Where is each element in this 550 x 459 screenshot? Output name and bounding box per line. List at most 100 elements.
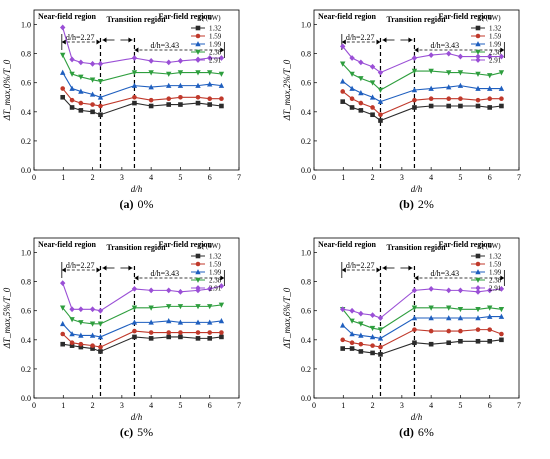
marker-triangle: [446, 84, 452, 90]
marker-circle: [370, 105, 375, 110]
marker-diamond: [457, 53, 464, 60]
marker-diamond: [475, 57, 481, 63]
marker-diamond: [148, 287, 154, 294]
legend-title: Q (kW): [199, 14, 221, 22]
marker-triangle: [487, 313, 493, 319]
marker-inverted-triangle: [446, 305, 452, 311]
marker-inverted-triangle: [60, 305, 66, 311]
marker-diamond: [369, 312, 376, 318]
marker-square: [412, 340, 417, 346]
marker-triangle: [207, 81, 213, 87]
marker-triangle: [475, 41, 481, 47]
marker-inverted-triangle: [60, 52, 66, 58]
far-field-label: Far-field region: [158, 240, 212, 249]
y-tick-label: 1.0: [301, 249, 311, 258]
arrow-head: [102, 265, 107, 271]
series-line-1.99: [342, 315, 502, 339]
marker-diamond: [340, 43, 346, 50]
marker-circle: [219, 330, 224, 335]
marker-triangle: [97, 334, 104, 340]
marker-circle: [166, 96, 172, 102]
marker-circle: [358, 341, 364, 347]
marker-inverted-triangle: [218, 71, 225, 77]
marker-square: [98, 112, 103, 118]
marker-diamond: [69, 306, 75, 313]
marker-inverted-triangle: [207, 304, 213, 310]
far-field-label: Far-field region: [438, 12, 492, 21]
marker-square: [358, 349, 364, 354]
marker-triangle: [78, 88, 84, 94]
y-tick-label: 0.6: [301, 307, 311, 316]
marker-triangle: [377, 335, 384, 341]
marker-inverted-triangle: [457, 70, 464, 76]
marker-triangle: [177, 319, 184, 325]
marker-triangle: [457, 82, 464, 88]
marker-triangle: [349, 85, 355, 91]
y-tick-label: 0.2: [301, 137, 311, 146]
marker-circle: [340, 337, 345, 343]
marker-square: [60, 94, 65, 100]
marker-diamond: [340, 306, 346, 313]
x-tick-label: 7: [517, 173, 521, 182]
marker-diamond: [97, 60, 104, 67]
marker-square: [378, 118, 383, 123]
marker-diamond: [446, 287, 452, 294]
marker-inverted-triangle: [166, 304, 172, 310]
marker-circle: [475, 261, 481, 267]
marker-diamond: [428, 52, 434, 58]
legend-entry: 1.99: [489, 41, 502, 49]
marker-square: [446, 103, 452, 109]
marker-triangle: [475, 269, 481, 275]
marker-circle: [148, 97, 154, 103]
marker-circle: [195, 330, 201, 335]
near-field-label: Near-field region: [38, 12, 97, 21]
marker-diamond: [89, 306, 96, 313]
x-tick-label: 6: [208, 173, 212, 182]
marker-square: [69, 343, 75, 348]
marker-inverted-triangle: [428, 68, 434, 74]
marker-triangle: [60, 320, 66, 327]
plot-frame: [33, 237, 240, 399]
chart-panel-2: 0 1 2 3 4 5 6 7 0.0 0.2 0.4 0.6 0.8 1.0 d/h ΔT_max,2%/T…: [282, 9, 521, 211]
marker-triangle: [428, 315, 434, 321]
marker-diamond: [207, 286, 213, 292]
y-axis-label: ΔT_max,6%/T_0: [282, 287, 292, 349]
marker-diamond: [78, 59, 84, 66]
marker-square: [166, 102, 172, 107]
marker-circle: [458, 96, 463, 102]
marker-inverted-triangle: [475, 49, 481, 55]
legend-entry: 2.38: [209, 49, 222, 57]
marker-triangle: [218, 82, 225, 88]
marker-square: [207, 336, 213, 341]
marker-square: [195, 100, 201, 106]
marker-inverted-triangle: [446, 70, 452, 76]
marker-inverted-triangle: [487, 305, 493, 311]
marker-triangle: [78, 332, 84, 338]
plot-frame: [33, 9, 240, 171]
marker-triangle: [166, 82, 172, 88]
marker-circle: [446, 328, 452, 334]
marker-diamond: [218, 55, 225, 61]
arrow-head: [341, 39, 346, 45]
marker-circle: [166, 330, 172, 335]
marker-square: [499, 337, 504, 343]
marker-square: [487, 338, 493, 344]
caption-value: 0%: [138, 197, 154, 211]
marker-inverted-triangle: [340, 61, 346, 67]
marker-triangle: [89, 332, 96, 338]
marker-square: [98, 349, 103, 354]
x-tick-label: 1: [61, 173, 65, 182]
arrow-head: [220, 275, 225, 281]
marker-square: [132, 334, 137, 340]
marker-square: [60, 341, 65, 347]
marker-triangle: [148, 84, 154, 90]
x-tick-label: 1: [341, 401, 345, 410]
legend-entry: 2.91: [209, 285, 222, 293]
marker-diamond: [131, 55, 138, 61]
marker-inverted-triangle: [498, 70, 505, 76]
marker-inverted-triangle: [349, 71, 355, 77]
marker-diamond: [195, 285, 201, 291]
marker-inverted-triangle: [97, 321, 104, 327]
chart-panel-3: 0 1 2 3 4 5 6 7 0.0 0.2 0.4 0.6 0.8 1.0 d/h ΔT_max,5%/T…: [2, 237, 241, 439]
marker-inverted-triangle: [195, 49, 201, 55]
